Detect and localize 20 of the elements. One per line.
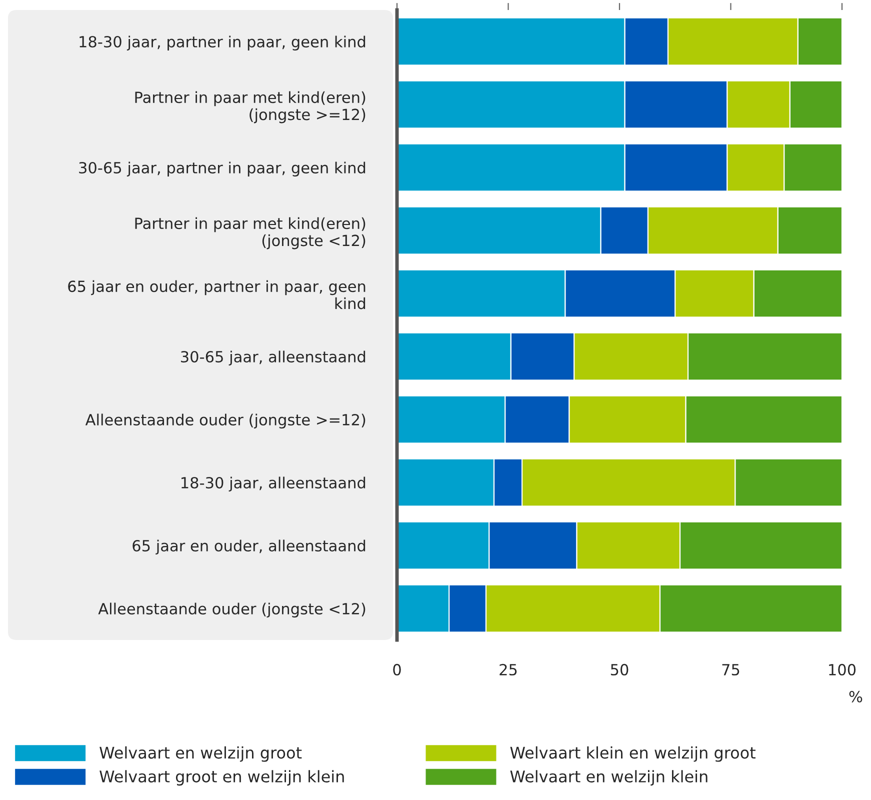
x-axis-title: % [849,690,862,702]
y-tick-label: Partner in paar met kind(eren) (jongste >=12) [135,91,366,124]
y-tick-label: 18-30 jaar, partner in paar, geen kind [80,36,366,50]
y-tick-label: Alleenstaande ouder (jongste >=12) [85,414,366,428]
y-tick-label: Partner in paar met kind(eren) (jongste <12) [135,217,366,250]
y-tick-label: 30-65 jaar, partner in paar, geen kind [79,162,366,176]
y-tick-label: 30-65 jaar, alleenstaand [181,350,366,366]
legend-label: Welvaart klein en welzijn groot [510,746,756,762]
legend-label: Welvaart groot en welzijn klein [100,770,344,786]
y-tick-label: 65 jaar en ouder, partner in paar, geen kind [68,280,366,310]
y-tick-label: 65 jaar en ouder, alleenstaand [132,540,366,554]
x-tick-label: 75 [722,664,740,676]
x-tick-label: 50 [610,664,628,676]
y-tick-label: 18-30 jaar, alleenstaand [182,476,366,492]
legend-label: Welvaart en welzijn klein [510,770,708,786]
y-tick-label: Alleenstaande ouder (jongste <12) [98,602,366,618]
x-tick-label: 100 [829,664,856,676]
legend-label: Welvaart en welzijn groot [100,746,302,762]
x-tick-label: 25 [500,664,517,676]
x-tick-label: 0 [393,664,401,676]
